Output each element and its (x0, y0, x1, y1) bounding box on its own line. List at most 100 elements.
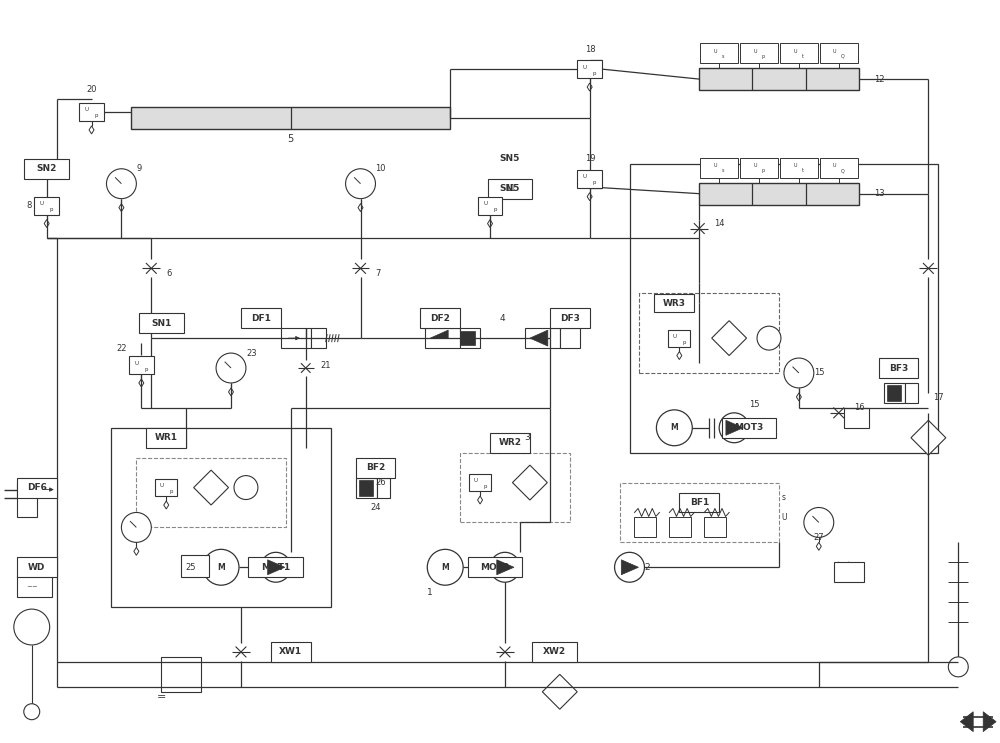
Bar (79, 103, 104, 121)
Circle shape (346, 169, 375, 198)
Bar (668, 330, 690, 346)
Bar (879, 358, 918, 378)
Text: 19: 19 (585, 155, 595, 163)
Polygon shape (512, 465, 547, 500)
Text: 26: 26 (375, 478, 386, 487)
Polygon shape (621, 559, 638, 575)
Text: 27: 27 (813, 533, 824, 542)
Polygon shape (530, 330, 548, 346)
Text: DF1: DF1 (251, 314, 271, 322)
Polygon shape (44, 220, 49, 227)
Text: U: U (40, 201, 44, 206)
Text: U: U (753, 163, 757, 168)
Bar (634, 517, 656, 537)
Bar (271, 642, 311, 662)
Text: 1: 1 (427, 588, 433, 597)
Bar (905, 383, 918, 403)
Polygon shape (712, 321, 747, 356)
Text: U: U (672, 334, 676, 339)
Text: U: U (713, 163, 717, 168)
Bar (550, 308, 590, 328)
Text: SN2: SN2 (37, 164, 57, 173)
Bar (490, 432, 530, 452)
Bar (478, 197, 502, 215)
Text: p: p (95, 114, 98, 118)
Text: MOT2: MOT2 (480, 562, 510, 572)
Circle shape (106, 169, 136, 198)
Bar (17, 575, 52, 597)
Bar (311, 328, 326, 348)
Text: p: p (483, 484, 487, 489)
Text: =: = (157, 692, 166, 702)
Bar (34, 197, 59, 215)
Bar (248, 557, 303, 577)
Bar (356, 458, 395, 478)
Circle shape (656, 410, 692, 446)
Polygon shape (587, 83, 592, 91)
Bar (136, 458, 286, 528)
Polygon shape (587, 192, 592, 201)
Text: WR3: WR3 (663, 299, 686, 308)
Text: 8: 8 (26, 201, 32, 210)
Polygon shape (119, 204, 124, 212)
Bar (577, 169, 602, 188)
Polygon shape (542, 675, 577, 710)
Text: DF6: DF6 (27, 483, 47, 492)
Bar (834, 562, 864, 583)
Bar (820, 158, 858, 178)
Text: p: p (145, 366, 148, 372)
Text: 6: 6 (166, 269, 172, 278)
Circle shape (784, 358, 814, 388)
Bar (700, 43, 738, 63)
Circle shape (234, 476, 258, 499)
Bar (155, 479, 177, 496)
Text: t: t (802, 53, 804, 59)
Bar (740, 158, 778, 178)
Bar (704, 517, 726, 537)
Polygon shape (194, 470, 229, 505)
Bar (700, 158, 738, 178)
Bar (281, 328, 311, 348)
Text: U: U (583, 65, 587, 70)
Text: t: t (802, 168, 804, 173)
Text: WD: WD (28, 562, 45, 572)
Text: Q: Q (841, 168, 845, 173)
Bar (468, 557, 522, 577)
Text: 18: 18 (585, 45, 595, 53)
Bar (560, 328, 580, 348)
Bar (699, 183, 859, 204)
Text: 7: 7 (375, 269, 381, 278)
Text: p: p (493, 207, 497, 212)
Polygon shape (89, 126, 94, 134)
Circle shape (804, 507, 834, 537)
Text: SN5: SN5 (500, 184, 520, 193)
Bar (377, 478, 390, 498)
Text: s: s (722, 168, 724, 173)
Text: WR1: WR1 (155, 433, 178, 442)
Bar (131, 107, 450, 129)
Text: 25: 25 (186, 562, 196, 572)
Polygon shape (430, 330, 448, 338)
Bar (469, 474, 491, 491)
Polygon shape (358, 204, 363, 212)
Text: XW2: XW2 (543, 647, 566, 657)
Text: U: U (833, 49, 836, 53)
Polygon shape (911, 421, 946, 455)
Text: M: M (441, 562, 449, 572)
Polygon shape (478, 496, 483, 504)
Text: BF1: BF1 (690, 498, 709, 507)
Bar (359, 479, 373, 496)
Text: p: p (761, 168, 765, 173)
Circle shape (261, 552, 291, 583)
Bar (17, 478, 57, 498)
Text: p: p (169, 489, 173, 494)
Polygon shape (796, 393, 801, 401)
Bar (639, 293, 779, 373)
Polygon shape (229, 388, 234, 396)
Bar (129, 356, 154, 374)
Text: MOT3: MOT3 (734, 424, 764, 432)
Polygon shape (816, 542, 821, 551)
Bar (525, 328, 560, 348)
Bar (241, 308, 281, 328)
Text: MOT1: MOT1 (261, 562, 290, 572)
